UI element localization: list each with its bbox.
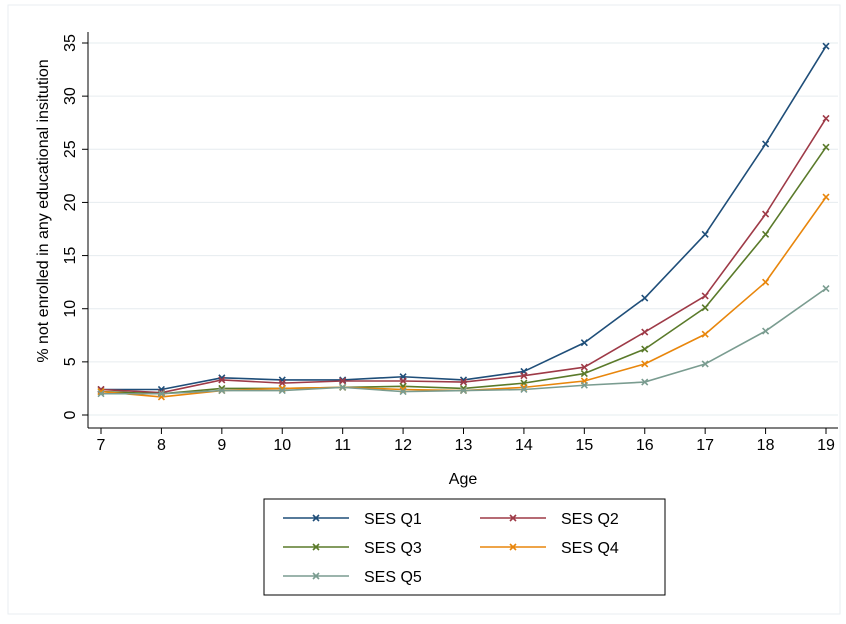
data-point	[339, 377, 347, 385]
x-tick-label: 9	[217, 437, 226, 454]
data-point	[762, 230, 770, 238]
data-point	[157, 390, 165, 398]
data-point	[580, 363, 588, 371]
data-point	[459, 386, 468, 395]
data-point	[641, 294, 649, 302]
data-point	[822, 284, 830, 293]
y-tick-label: 10	[62, 300, 79, 318]
grid	[88, 42, 838, 416]
x-axis-ticks: 7 8 9 10 11 12 13 14 15 16 17 18 19	[97, 428, 835, 454]
x-tick-label: 13	[455, 437, 473, 454]
data-point	[278, 379, 286, 387]
series-line-group	[97, 284, 830, 398]
data-point	[509, 543, 517, 551]
data-point	[520, 372, 528, 380]
data-point	[822, 143, 830, 151]
series-group	[97, 42, 830, 401]
y-tick-label: 30	[62, 87, 79, 105]
data-point	[520, 385, 528, 394]
data-point	[339, 383, 347, 391]
data-point	[822, 114, 830, 123]
legend-label: SES Q2	[561, 511, 619, 528]
data-point	[701, 330, 709, 338]
data-point	[218, 386, 226, 395]
data-point	[822, 193, 830, 201]
data-point	[509, 514, 517, 522]
x-tick-label: 17	[696, 437, 714, 454]
y-axis-title: % not enrolled in any educational insitu…	[35, 59, 52, 362]
data-point	[97, 390, 105, 398]
data-point	[701, 360, 709, 368]
data-point	[312, 514, 320, 522]
data-point	[762, 210, 770, 218]
data-point	[399, 377, 407, 385]
data-point	[580, 339, 588, 347]
x-tick-label: 10	[273, 437, 291, 454]
data-point	[701, 292, 709, 300]
data-point	[822, 42, 830, 50]
y-tick-label: 35	[62, 34, 79, 52]
data-point	[641, 378, 649, 386]
data-point	[459, 378, 468, 386]
data-point	[641, 328, 649, 336]
y-tick-label: 15	[62, 247, 79, 265]
data-point	[641, 360, 649, 368]
data-point	[580, 381, 588, 389]
data-point	[399, 388, 407, 396]
y-tick-label: 25	[62, 140, 79, 158]
legend-label: SES Q1	[364, 511, 422, 528]
x-tick-label: 12	[394, 437, 412, 454]
legend-label: SES Q4	[561, 540, 619, 557]
legend-label: SES Q3	[364, 540, 422, 557]
x-tick-label: 8	[157, 437, 166, 454]
data-point	[701, 304, 709, 312]
data-point	[218, 376, 226, 384]
legend: SES Q1 SES Q2 SES Q3 SES Q4 SES Q5	[263, 498, 666, 596]
data-point	[312, 543, 320, 551]
x-tick-label: 15	[575, 437, 593, 454]
x-tick-label: 19	[817, 437, 835, 454]
y-tick-label: 20	[62, 193, 79, 211]
x-tick-label: 18	[757, 437, 775, 454]
x-tick-label: 14	[515, 437, 533, 454]
y-axis-ticks: 0 5 10 15 20 25 30 35	[62, 34, 88, 419]
data-point	[312, 572, 320, 580]
data-point	[278, 386, 286, 395]
data-point	[580, 369, 588, 378]
x-axis-title: Age	[449, 471, 478, 488]
data-point	[762, 278, 770, 286]
legend-label: SES Q5	[364, 569, 422, 586]
x-tick-label: 11	[334, 437, 351, 454]
x-tick-label: 16	[636, 437, 654, 454]
y-tick-label: 0	[62, 410, 79, 419]
data-point	[762, 327, 770, 335]
data-point	[641, 345, 649, 353]
data-point	[701, 230, 709, 238]
y-tick-label: 5	[62, 357, 79, 366]
x-tick-label: 7	[97, 437, 106, 454]
outer-border	[7, 4, 841, 615]
data-point	[762, 140, 770, 148]
